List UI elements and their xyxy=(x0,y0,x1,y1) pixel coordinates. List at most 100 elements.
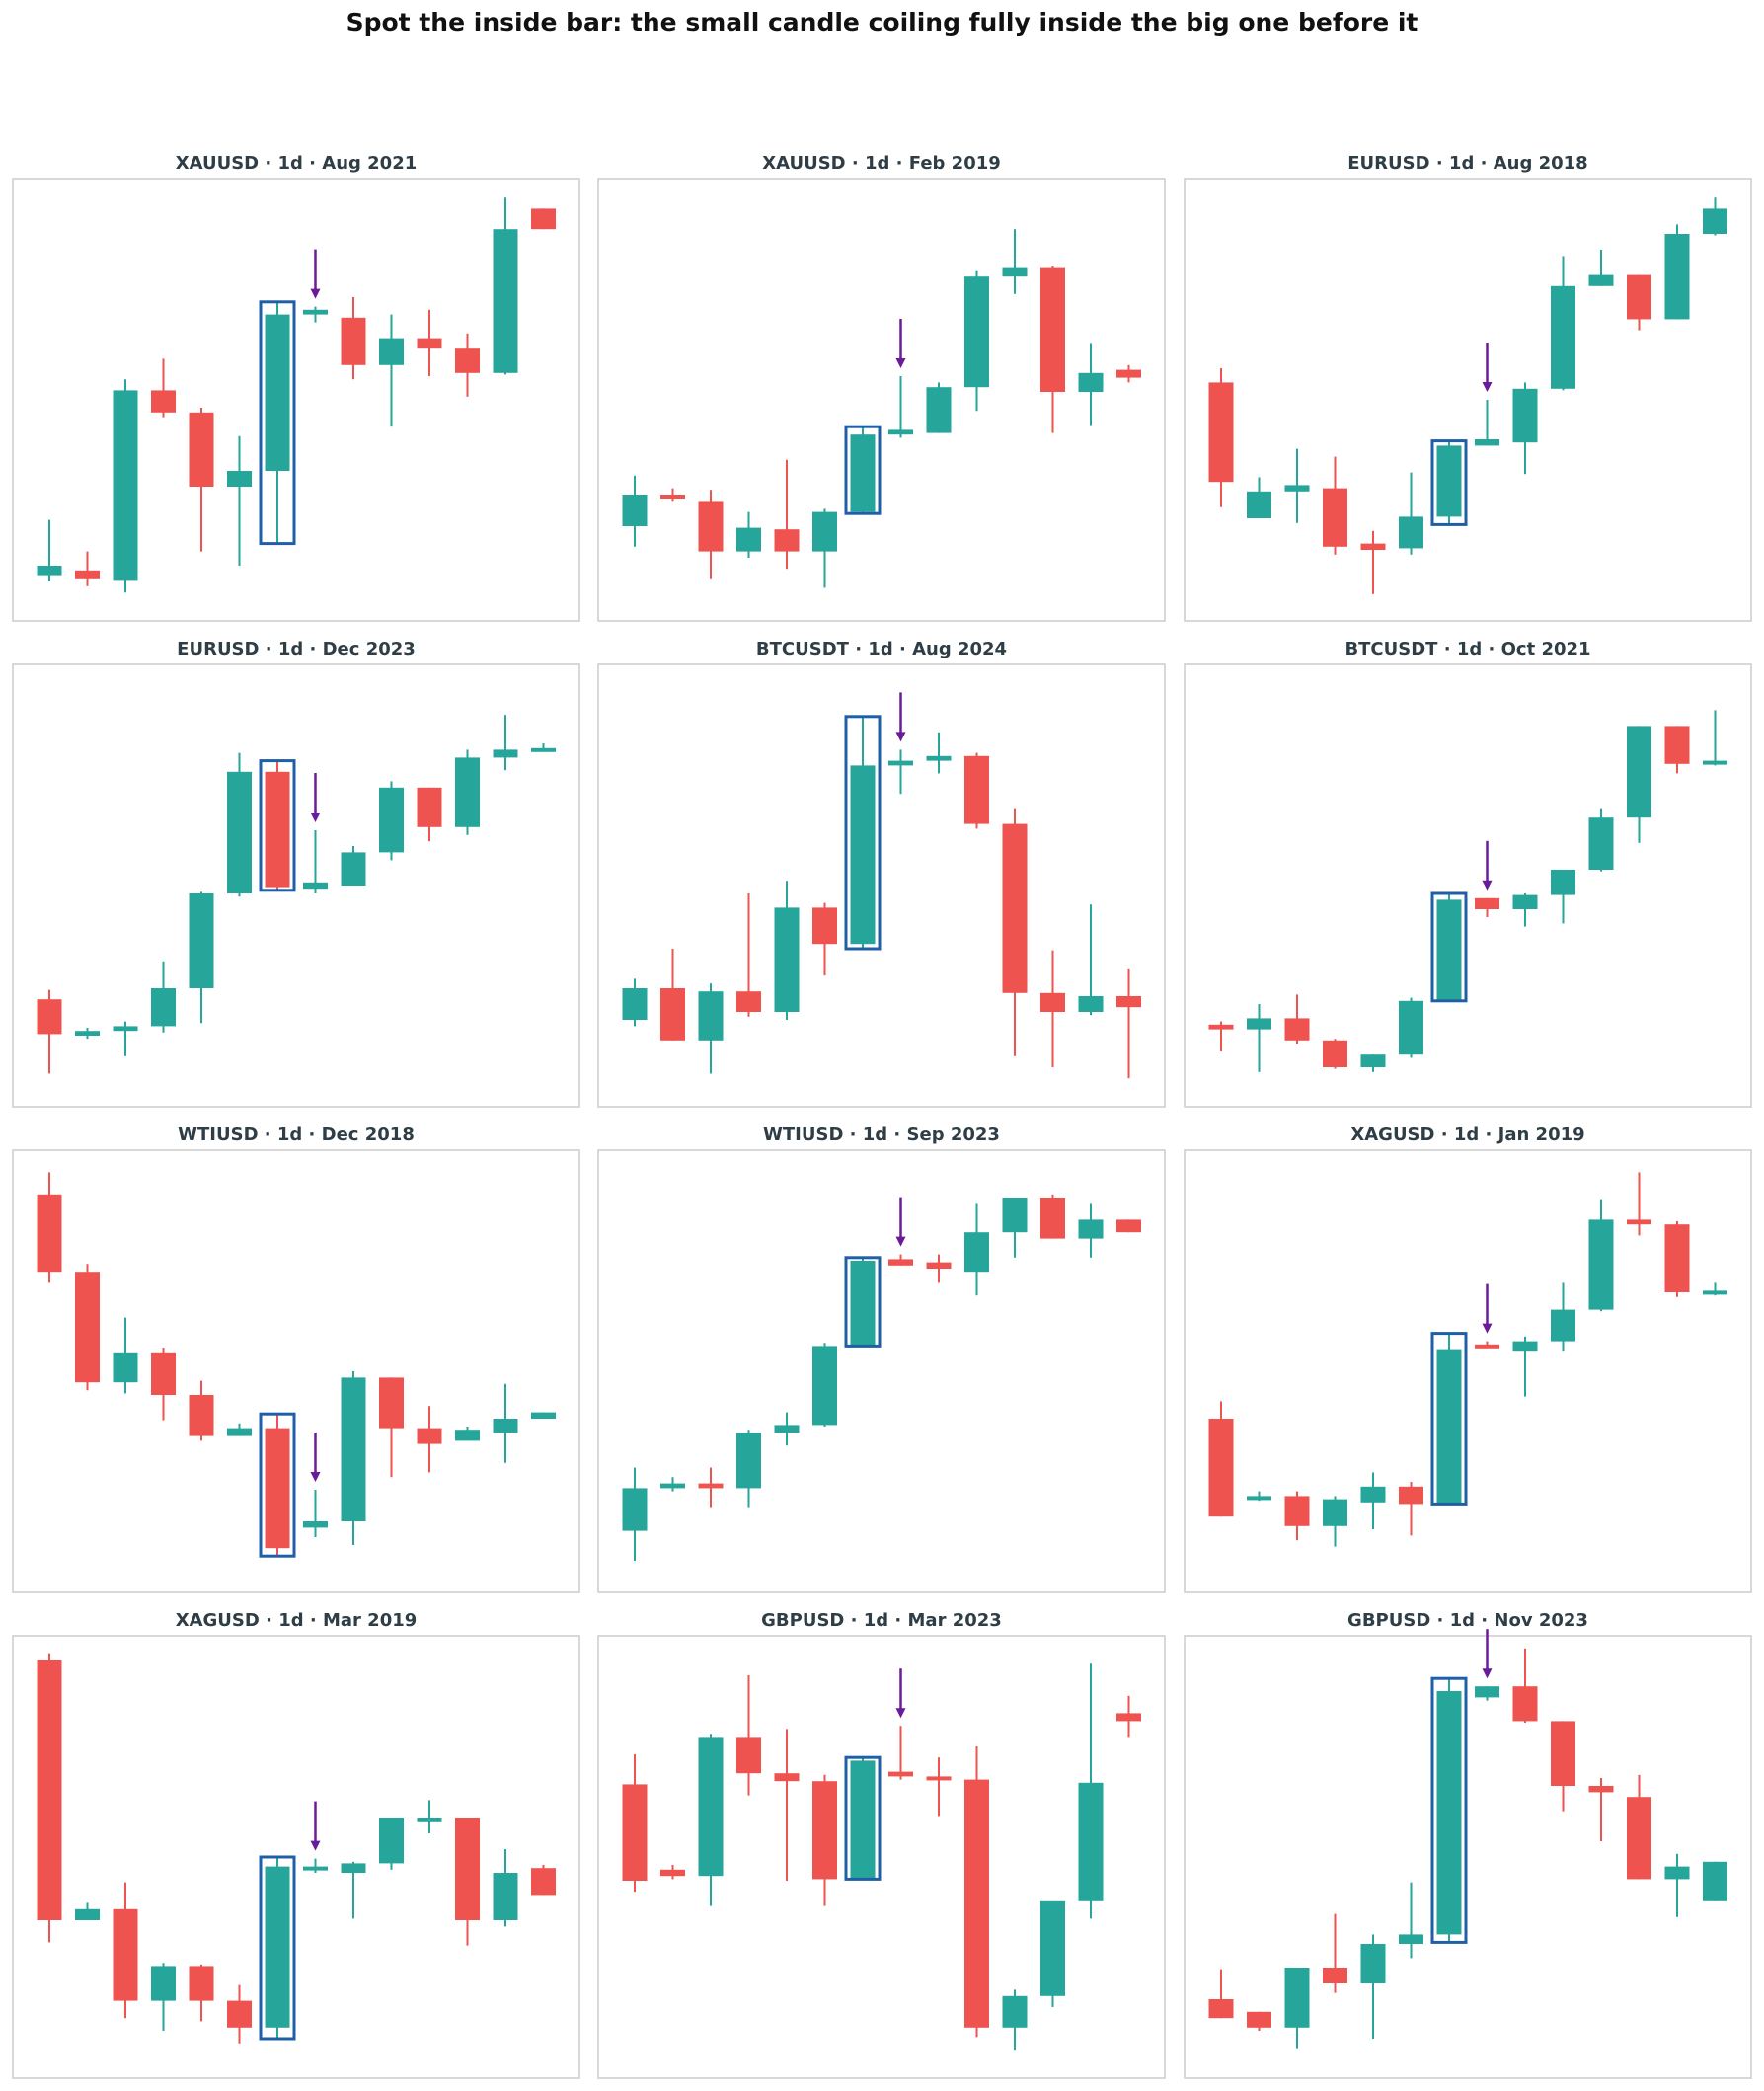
candle-up xyxy=(1399,997,1423,1058)
panel-frame xyxy=(1184,1149,1752,1593)
candle-body xyxy=(1475,439,1499,446)
candle-body xyxy=(1360,1944,1386,1983)
candle-down xyxy=(189,1380,214,1441)
candle-body xyxy=(1551,1309,1575,1342)
inside-bar-arrow xyxy=(310,1801,321,1851)
candle-up xyxy=(888,376,913,438)
candle-body xyxy=(622,495,648,526)
candle-body xyxy=(1247,1018,1271,1030)
candle-down xyxy=(964,752,989,829)
candle-body xyxy=(151,390,176,413)
candle-down xyxy=(888,1726,913,1780)
candle-body xyxy=(1664,726,1690,764)
candle-body xyxy=(455,348,480,373)
candle-body xyxy=(1078,1782,1104,1901)
candle-body xyxy=(265,771,290,888)
candle-body xyxy=(1703,760,1727,765)
candle-body xyxy=(75,1272,100,1383)
candle-up xyxy=(341,1371,366,1545)
inside-bar-arrow xyxy=(1482,343,1493,392)
candlestick-panel: WTIUSD · 1d · Dec 2018 xyxy=(12,1124,580,1593)
candle-body xyxy=(1627,1797,1651,1880)
candle-body xyxy=(1551,1721,1575,1786)
page-title: Spot the inside bar: the small candle co… xyxy=(345,8,1419,37)
mother-bar-highlight xyxy=(844,1256,882,1348)
candle-body xyxy=(151,1352,176,1395)
panel-frame xyxy=(597,1149,1166,1593)
candle-down xyxy=(1627,1172,1651,1236)
candle-down xyxy=(774,1729,800,1881)
candle-up xyxy=(1078,904,1104,1016)
candle-body xyxy=(379,1818,404,1864)
candle-up xyxy=(736,1430,761,1508)
candle-body xyxy=(531,208,556,230)
panel-title: GBPUSD · 1d · Nov 2023 xyxy=(1347,1610,1588,1631)
panel-title: XAUUSD · 1d · Aug 2021 xyxy=(176,153,418,174)
mother-bar-highlight xyxy=(259,1855,296,2041)
candle-body xyxy=(964,1232,989,1273)
inside-bar-arrow xyxy=(895,692,906,742)
candle-body xyxy=(1436,899,1462,1001)
candle-body xyxy=(493,749,518,758)
candle-down xyxy=(1116,1219,1141,1233)
panel-frame xyxy=(1184,663,1752,1108)
panel-title: BTCUSDT · 1d · Oct 2021 xyxy=(1344,639,1590,659)
candle-body xyxy=(1475,1686,1499,1698)
candle-up xyxy=(622,978,648,1027)
candle-up xyxy=(113,379,138,593)
candle-up xyxy=(1703,197,1727,236)
panel-title: XAGUSD · 1d · Mar 2019 xyxy=(176,1610,418,1631)
candle-up xyxy=(303,830,328,893)
candle-down xyxy=(75,551,100,586)
candle-body xyxy=(379,1377,404,1429)
candle-up xyxy=(1247,1004,1271,1072)
inside-bar-arrow xyxy=(1482,840,1493,891)
candle-body xyxy=(227,771,252,893)
candle-body xyxy=(1512,894,1538,909)
candle-body xyxy=(1627,726,1651,818)
candle-up xyxy=(417,1800,442,1833)
inside-bar-arrow xyxy=(895,1668,906,1719)
panel-title: XAGUSD · 1d · Jan 2019 xyxy=(1350,1124,1584,1145)
candle-up xyxy=(1399,1882,1423,1959)
candle-down xyxy=(379,1377,404,1478)
candle-up xyxy=(1703,1861,1727,1901)
candle-body xyxy=(774,907,800,1012)
candle-up xyxy=(113,1021,138,1056)
panel-frame xyxy=(1184,178,1752,622)
candle-down xyxy=(698,490,724,579)
panel-title: WTIUSD · 1d · Sep 2023 xyxy=(763,1124,1000,1145)
candle-body xyxy=(888,429,913,435)
candle-up xyxy=(493,1383,518,1463)
inside-bar-arrow xyxy=(1482,1629,1493,1679)
candle-body xyxy=(493,1419,518,1433)
candle-down xyxy=(1247,2011,1271,2031)
candle-body xyxy=(455,1818,480,1920)
candle-body xyxy=(888,760,913,766)
candle-body xyxy=(113,1352,138,1383)
candle-down xyxy=(736,1675,761,1796)
candle-body xyxy=(622,988,648,1020)
candle-body xyxy=(493,1873,518,1920)
mother-bar-highlight xyxy=(844,715,882,951)
candlestick-panel: BTCUSDT · 1d · Aug 2024 xyxy=(597,639,1166,1108)
candle-up xyxy=(1078,343,1104,426)
candle-body xyxy=(417,1818,442,1822)
candle-body xyxy=(531,1412,556,1419)
candle-body xyxy=(189,1395,214,1436)
candle-body xyxy=(1040,1900,1065,1996)
candle-body xyxy=(1436,1349,1462,1505)
candle-up xyxy=(774,1412,800,1446)
candle-body xyxy=(1360,543,1386,550)
candle-body xyxy=(698,1737,724,1877)
candle-body xyxy=(774,1773,800,1782)
inside-bar-arrow xyxy=(1482,1283,1493,1334)
candle-up xyxy=(341,846,366,886)
candlestick-panel: XAGUSD · 1d · Jan 2019 xyxy=(1184,1124,1752,1593)
candle-body xyxy=(1703,1290,1727,1295)
candle-up xyxy=(379,781,404,861)
candle-up xyxy=(1002,1989,1028,2051)
candle-up xyxy=(227,752,252,897)
candle-body xyxy=(417,1428,442,1444)
